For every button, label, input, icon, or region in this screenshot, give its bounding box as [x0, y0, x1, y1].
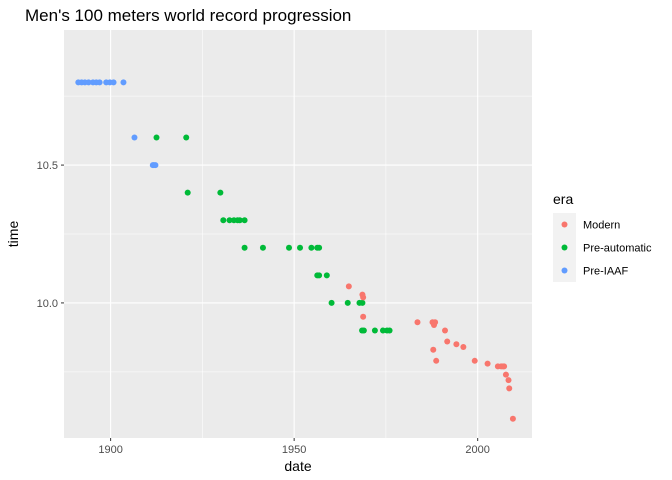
series-pre-iaaf	[75, 79, 159, 169]
grid	[64, 30, 532, 438]
data-point	[131, 134, 138, 141]
data-point	[484, 360, 491, 367]
data-point	[453, 341, 460, 348]
axis-ticks: 1900 1950 2000 10.0 10.5	[37, 160, 490, 456]
data-point	[505, 377, 512, 384]
data-point	[184, 189, 191, 196]
legend-label: Modern	[583, 220, 620, 232]
legend-label: Pre-IAAF	[583, 266, 629, 278]
data-point	[308, 244, 315, 251]
data-point	[430, 346, 437, 353]
data-point	[120, 79, 127, 86]
data-point	[152, 162, 159, 169]
data-point	[506, 385, 513, 392]
data-point	[241, 217, 248, 224]
data-point	[386, 327, 393, 334]
data-point	[360, 327, 367, 334]
data-point	[110, 79, 117, 86]
series-pre-automatic	[153, 134, 393, 334]
data-point	[432, 319, 439, 326]
data-point	[359, 299, 366, 306]
data-point	[360, 313, 367, 320]
data-point	[316, 244, 323, 251]
x-axis-title: date	[284, 458, 311, 474]
data-point	[360, 294, 367, 301]
data-point	[501, 363, 508, 370]
legend-marker	[561, 244, 568, 251]
data-point	[297, 244, 304, 251]
data-point	[316, 272, 323, 279]
legend-label: Pre-automatic	[583, 243, 652, 255]
data-point	[220, 217, 227, 224]
data-point	[236, 217, 243, 224]
data-point	[259, 244, 266, 251]
data-point	[241, 244, 248, 251]
legend: era Modern Pre-automatic Pre-IAAF	[553, 191, 652, 282]
data-point	[344, 299, 351, 306]
data-point	[328, 299, 335, 306]
y-tick-label: 10.0	[37, 298, 58, 310]
data-point	[471, 357, 478, 364]
y-tick-label: 10.5	[37, 160, 58, 172]
data-point	[183, 134, 190, 141]
data-point	[96, 79, 103, 86]
data-point	[85, 79, 92, 86]
data-point	[442, 327, 449, 334]
data-point	[460, 344, 467, 351]
legend-marker	[561, 267, 568, 274]
data-point	[444, 338, 451, 345]
data-point	[414, 319, 421, 326]
data-point	[502, 371, 509, 378]
series-modern	[345, 283, 516, 422]
data-point	[226, 217, 233, 224]
data-point	[323, 272, 330, 279]
data-point	[153, 134, 160, 141]
x-tick-label: 2000	[465, 444, 489, 456]
data-point	[509, 415, 516, 422]
legend-marker	[561, 221, 568, 228]
data-point	[433, 357, 440, 364]
data-points	[75, 79, 516, 422]
chart-title: Men's 100 meters world record progressio…	[25, 6, 351, 25]
x-tick-label: 1950	[282, 444, 306, 456]
y-axis-title: time	[5, 221, 21, 248]
data-point	[371, 327, 378, 334]
legend-title: era	[553, 191, 573, 207]
data-point	[286, 244, 293, 251]
x-tick-label: 1900	[98, 444, 122, 456]
data-point	[217, 189, 224, 196]
data-point	[345, 283, 352, 290]
